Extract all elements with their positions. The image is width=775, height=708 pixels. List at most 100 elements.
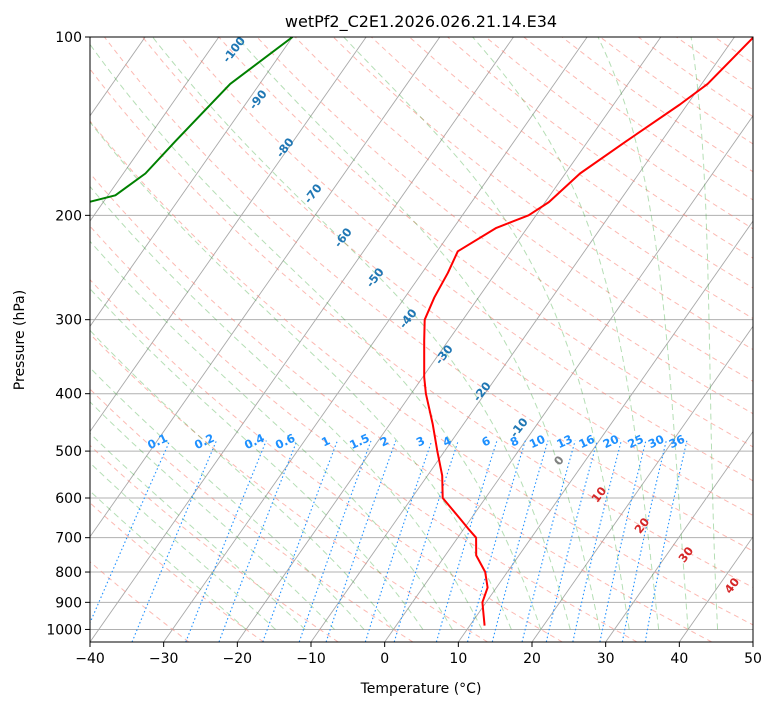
mixing-ratio-label: 0.4: [242, 431, 266, 452]
isotherm-line: [531, 325, 753, 642]
y-tick-label: 700: [55, 531, 82, 547]
dry-adiabat-label: 0: [551, 453, 567, 468]
dry-adiabat-label: -60: [331, 225, 355, 250]
mixing-ratio-line: [644, 440, 688, 642]
dry-adiabat-label: 20: [631, 515, 652, 536]
mixing-ratio-label: 10: [527, 432, 547, 451]
isotherm-line: [678, 535, 753, 642]
y-axis-label: Pressure (hPa): [12, 290, 28, 390]
mixing-ratio-label: 30: [646, 432, 666, 451]
mixing-ratio-line: [364, 440, 433, 642]
dry-adiabat-line: [90, 172, 712, 642]
x-tick-label: −30: [149, 651, 179, 667]
profile-series: [90, 37, 753, 626]
mixing-ratio-label: 2: [378, 433, 391, 449]
temperature-line: [423, 37, 753, 626]
dry-adiabat-label: 10: [588, 484, 609, 505]
dry-adiabat-label: 30: [675, 544, 696, 565]
mixing-ratio-line: [393, 440, 459, 642]
mixing-ratio-line: [491, 440, 549, 642]
dry-adiabat-line: [142, 37, 753, 517]
axis-ticks: −40 −30 −20 −10 0 10 20 30 40 5010020030040050060…: [46, 30, 762, 667]
dry-adiabat-label: -70: [301, 181, 325, 206]
x-tick-label: 40: [670, 651, 688, 667]
isotherm-line: [163, 37, 588, 642]
mixing-ratio-label: 1: [319, 433, 332, 449]
y-tick-label: 100: [55, 30, 82, 46]
moist-adiabat-line: [90, 240, 453, 630]
x-tick-label: 30: [597, 651, 615, 667]
moist-adiabat-line: [90, 490, 247, 630]
dry-adiabat-label: -30: [432, 342, 456, 367]
dry-adiabat-line: [752, 37, 753, 38]
x-tick-label: 50: [744, 651, 762, 667]
dry-adiabat-line: [180, 37, 753, 482]
mixing-ratio-line: [599, 440, 647, 642]
mixing-ratio-line: [325, 440, 397, 642]
isotherm-line: [90, 37, 367, 433]
isotherm-line: [90, 37, 293, 328]
dry-adiabat-line: [90, 333, 488, 642]
y-tick-label: 300: [55, 313, 82, 329]
x-tick-label: 10: [449, 651, 467, 667]
mixing-ratio-lines: [90, 440, 688, 642]
moist-adiabat-line: [90, 432, 306, 630]
mixing-ratio-line: [185, 440, 267, 642]
y-tick-label: 1000: [46, 622, 82, 638]
grid-lines: [0, 37, 753, 642]
mixing-ratio-label: 13: [554, 432, 574, 451]
dry-adiabats: [90, 37, 753, 642]
moist-adiabat-line: [90, 121, 512, 630]
dry-adiabat-line: [637, 37, 753, 118]
isotherm-line: [90, 37, 441, 538]
moist-adiabat-line: [90, 288, 424, 630]
mixing-ratio-line: [466, 440, 526, 642]
mixing-ratio-label: 20: [601, 432, 621, 451]
moist-adiabat-line: [236, 37, 601, 630]
moist-adiabat-line: [90, 329, 394, 630]
x-tick-label: 0: [380, 651, 389, 667]
y-tick-label: 500: [55, 444, 82, 460]
dry-adiabat-label: -100: [219, 34, 248, 65]
isotherm-line: [236, 37, 662, 642]
dry-adiabat-line: [90, 225, 638, 642]
moist-adiabat-line: [90, 43, 542, 630]
adiabat-labels: 0.1 0.2 0.4 0.6 1 1.5 2 3 4 6 8 10 13 16 20 25 30 36-100-…: [145, 34, 742, 596]
isotherm-line: [0, 37, 72, 642]
x-tick-label: −40: [75, 651, 105, 667]
mixing-ratio-line: [545, 440, 598, 642]
dry-adiabat-label: -90: [246, 87, 270, 112]
moist-adiabat-line: [90, 367, 365, 630]
dry-adiabat-line: [256, 37, 753, 415]
dry-adiabat-label: -20: [470, 379, 494, 404]
dry-adiabat-line: [485, 37, 753, 230]
mixing-ratio-label: 0.1: [145, 431, 169, 452]
moist-adiabat-line: [597, 37, 689, 630]
mixing-ratio-label: 16: [576, 432, 596, 451]
y-tick-label: 800: [55, 565, 82, 581]
mixing-ratio-line: [298, 440, 372, 642]
plot-frame: [89, 36, 754, 643]
x-tick-label: 20: [523, 651, 541, 667]
dry-adiabat-line: [523, 37, 753, 201]
dry-adiabat-line: [90, 561, 190, 642]
dry-adiabat-label: -80: [273, 135, 297, 160]
isotherm-line: [384, 115, 753, 642]
mixing-ratio-label: 3: [414, 433, 427, 449]
moist-adiabat-line: [472, 37, 660, 630]
y-tick-label: 600: [55, 491, 82, 507]
mixing-ratio-line: [621, 440, 667, 642]
dry-adiabat-line: [90, 120, 753, 626]
dry-adiabat-line: [90, 68, 753, 589]
x-tick-label: −10: [296, 651, 326, 667]
dry-adiabat-line: [294, 37, 753, 382]
moist-adiabat-line: [152, 37, 571, 630]
moist-adiabat-line: [90, 462, 276, 630]
mixing-ratio-line: [435, 440, 498, 642]
mixing-ratio-label: 6: [479, 433, 492, 449]
dry-adiabat-line: [90, 278, 563, 642]
mixing-ratio-line: [262, 440, 339, 642]
mixing-ratio-line: [131, 440, 218, 642]
plot-area: 0.1 0.2 0.4 0.6 1 1.5 2 3 4 6 8 10 13 16 20 25 30 36-100-…: [0, 34, 753, 642]
